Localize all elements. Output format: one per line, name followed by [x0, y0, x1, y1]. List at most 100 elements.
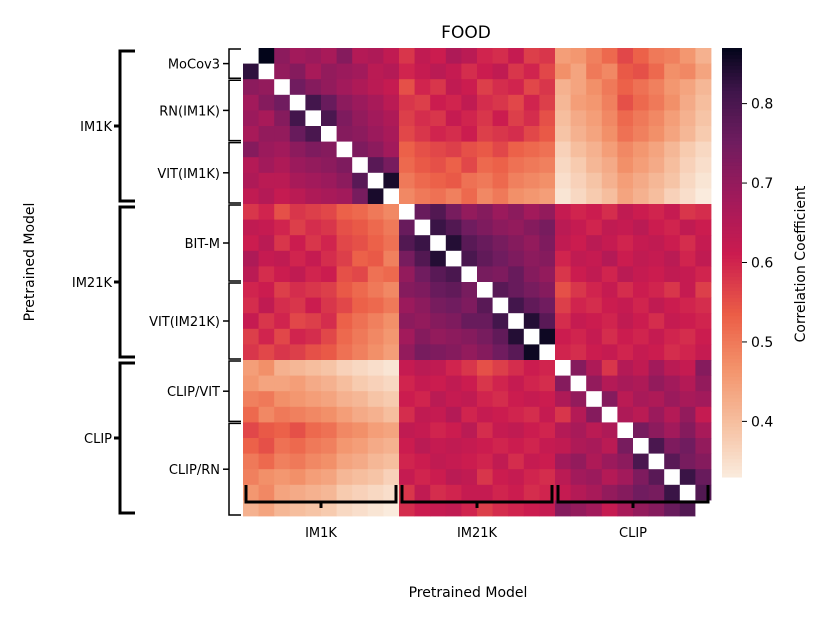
heatmap-cell [586, 500, 603, 517]
heatmap-cell [555, 469, 571, 486]
heatmap-cell [508, 406, 525, 423]
heatmap-cell [430, 48, 447, 64]
heatmap-cell [648, 141, 665, 158]
heatmap-cell [679, 313, 696, 330]
heatmap-cell [445, 63, 462, 80]
heatmap-cell [383, 235, 400, 252]
heatmap-cell [539, 126, 556, 142]
heatmap-cell [367, 126, 384, 142]
heatmap-cell [633, 375, 649, 392]
heatmap-cell [383, 391, 400, 408]
heatmap-cell [430, 79, 447, 96]
heatmap-cell [383, 282, 400, 298]
heatmap-cell [492, 391, 509, 408]
heatmap-cell [430, 391, 447, 408]
colorbar-segment [722, 373, 742, 378]
heatmap-cell [679, 438, 696, 454]
heatmap-cell [664, 453, 681, 470]
heatmap-cell [399, 63, 415, 80]
heatmap-cell [336, 391, 353, 408]
heatmap-cell [570, 500, 587, 517]
heatmap-cell [539, 48, 556, 64]
heatmap-cell [586, 453, 603, 470]
heatmap-cell [492, 219, 509, 236]
heatmap-cell [305, 469, 322, 486]
heatmap-cell [633, 484, 649, 501]
heatmap-cell [523, 484, 540, 501]
heatmap-cell [258, 48, 275, 64]
heatmap-cell [274, 484, 291, 501]
heatmap-cell [492, 188, 509, 205]
heatmap-cell [508, 344, 525, 361]
heatmap-cell [289, 313, 306, 330]
heatmap-cell [664, 219, 681, 236]
heatmap-cell [289, 360, 306, 376]
heatmap-cell [586, 79, 603, 96]
heatmap-cell [695, 235, 712, 252]
heatmap-cell [399, 188, 415, 205]
heatmap-cell [445, 406, 462, 423]
heatmap-cell [274, 313, 291, 330]
heatmap-cell [570, 219, 587, 236]
colorbar-segment [722, 273, 742, 278]
heatmap-cell [586, 110, 603, 127]
heatmap-cell [383, 344, 400, 361]
heatmap-cell [305, 63, 322, 80]
heatmap-cell [477, 172, 493, 189]
heatmap-cell [633, 297, 649, 314]
heatmap-cell [414, 94, 431, 111]
heatmap-cell [274, 219, 291, 236]
heatmap-cell [539, 110, 556, 127]
heatmap-cell [492, 141, 509, 158]
heatmap-cell [399, 453, 415, 470]
heatmap-cell [274, 391, 291, 408]
heatmap-cell [601, 126, 618, 142]
heatmap-cell [523, 110, 540, 127]
heatmap-cell [679, 48, 696, 64]
colorbar-segment [722, 301, 742, 306]
heatmap-cell [633, 438, 649, 454]
colorbar-segment [722, 230, 742, 235]
colorbar-segment [722, 169, 742, 174]
heatmap-cell [461, 110, 478, 127]
heatmap-cell [305, 250, 322, 267]
colorbar-segment [722, 405, 742, 410]
heatmap-cell [399, 391, 415, 408]
heatmap-cell [601, 266, 618, 283]
heatmap-cell [570, 375, 587, 392]
heatmap-cell [461, 250, 478, 267]
heatmap-cell [492, 328, 509, 345]
heatmap-cell [414, 297, 431, 314]
group-label-bottom: IM1K [305, 526, 337, 541]
heatmap-cell [477, 422, 493, 439]
heatmap-cell [430, 375, 447, 392]
heatmap-cell [305, 375, 322, 392]
heatmap-cell [648, 406, 665, 423]
heatmap-cell [648, 219, 665, 236]
heatmap-cell [430, 344, 447, 361]
heatmap-cell [445, 219, 462, 236]
heatmap-cell [430, 141, 447, 158]
heatmap-cell [414, 391, 431, 408]
heatmap-cell [367, 188, 384, 205]
heatmap-cell [664, 63, 681, 80]
heatmap-cell [414, 313, 431, 330]
heatmap-cell [664, 110, 681, 127]
group-label-left: IM21K [72, 276, 113, 291]
heatmap-cell [336, 172, 353, 189]
colorbar-segment [722, 359, 742, 364]
colorbar-segment [722, 455, 742, 460]
heatmap-cell [586, 313, 603, 330]
colorbar-segment [722, 108, 742, 113]
heatmap-cell [305, 126, 322, 142]
chart-title: FOOD [441, 23, 491, 43]
colorbar-segment [722, 80, 742, 85]
heatmap-cell [305, 422, 322, 439]
heatmap-cell [508, 235, 525, 252]
heatmap-cell [617, 250, 634, 267]
heatmap-cell [289, 110, 306, 127]
heatmap-cell [258, 172, 275, 189]
heatmap-cell [695, 406, 712, 423]
heatmap-cell [617, 313, 634, 330]
heatmap-cell [508, 282, 525, 298]
